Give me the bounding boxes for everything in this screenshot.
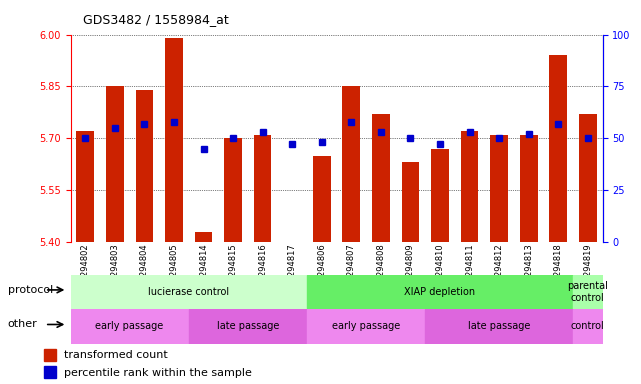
- Text: parental
control: parental control: [567, 281, 608, 303]
- Text: early passage: early passage: [332, 321, 400, 331]
- Bar: [44, 349, 56, 361]
- Bar: [579, 114, 597, 242]
- Bar: [401, 162, 419, 242]
- Bar: [76, 131, 94, 242]
- Bar: [71, 275, 307, 309]
- Bar: [307, 309, 425, 344]
- Bar: [195, 232, 212, 242]
- Bar: [71, 309, 188, 344]
- Text: other: other: [8, 319, 37, 329]
- Bar: [313, 156, 331, 242]
- Bar: [431, 149, 449, 242]
- Bar: [549, 55, 567, 242]
- Text: control: control: [571, 321, 604, 331]
- Bar: [135, 90, 153, 242]
- Bar: [425, 309, 573, 344]
- Bar: [106, 86, 124, 242]
- Bar: [372, 114, 390, 242]
- Bar: [44, 366, 56, 379]
- Text: protocol: protocol: [8, 285, 53, 295]
- Text: early passage: early passage: [96, 321, 163, 331]
- Text: lucierase control: lucierase control: [148, 287, 229, 297]
- Bar: [254, 135, 272, 242]
- Bar: [342, 86, 360, 242]
- Bar: [165, 38, 183, 242]
- Text: XIAP depletion: XIAP depletion: [404, 287, 476, 297]
- Bar: [490, 135, 508, 242]
- Bar: [520, 135, 538, 242]
- Text: percentile rank within the sample: percentile rank within the sample: [64, 367, 252, 377]
- Text: GDS3482 / 1558984_at: GDS3482 / 1558984_at: [83, 13, 229, 26]
- Bar: [307, 275, 573, 309]
- Bar: [573, 275, 603, 309]
- Text: late passage: late passage: [217, 321, 279, 331]
- Bar: [188, 309, 307, 344]
- Text: late passage: late passage: [468, 321, 530, 331]
- Bar: [573, 309, 603, 344]
- Bar: [224, 138, 242, 242]
- Text: transformed count: transformed count: [64, 350, 167, 360]
- Bar: [461, 131, 478, 242]
